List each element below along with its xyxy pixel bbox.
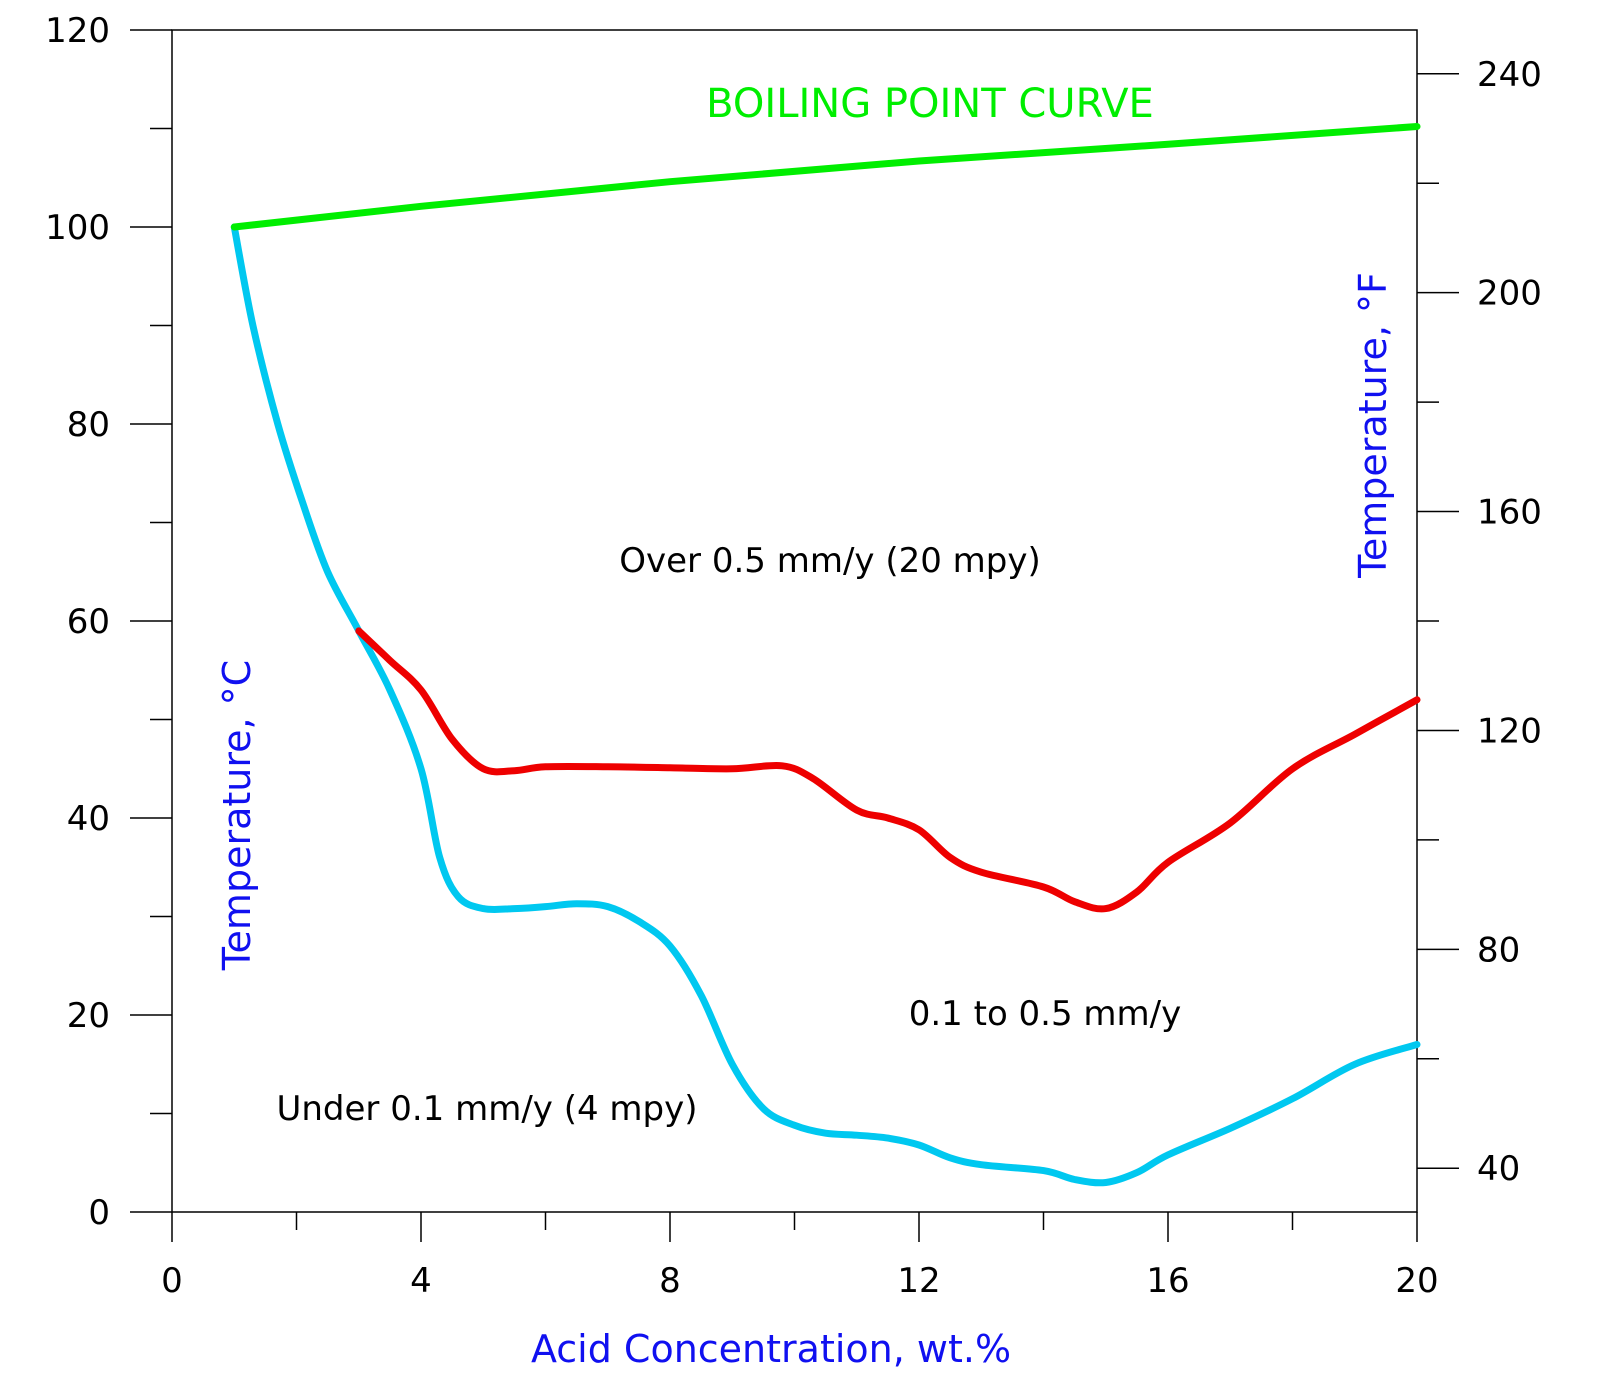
y-tick-label: 0 [88, 1193, 110, 1233]
y-axis-ticks: 0 20 40 60 80 100 120 [45, 11, 172, 1233]
region-label-over: Over 0.5 mm/y (20 mpy) [619, 541, 1041, 581]
series-line-boiling [230, 123, 1421, 231]
x-tick-label: 16 [1146, 1261, 1189, 1301]
y-axis-title: Temperature, °C [215, 660, 259, 971]
y2-tick-label: 160 [1477, 493, 1542, 533]
y-tick-label: 100 [45, 208, 110, 248]
y-tick-label: 20 [67, 996, 110, 1036]
y2-axis-ticks: 40 80 120 160 200 240 [1417, 55, 1542, 1189]
plot-frame [171, 29, 1418, 1213]
y2-tick-label: 240 [1477, 55, 1542, 95]
series-layer [230, 123, 1421, 1187]
x-tick-label: 12 [897, 1261, 940, 1301]
y-tick-label: 120 [45, 11, 110, 51]
x-tick-label: 0 [161, 1261, 183, 1301]
y2-tick-label: 80 [1477, 930, 1520, 970]
x-tick-label: 20 [1395, 1261, 1438, 1301]
series-line-iso-0-5 [355, 627, 1421, 913]
y-tick-label: 60 [67, 602, 110, 642]
y-tick-label: 40 [67, 799, 110, 839]
x-axis-title: Acid Concentration, wt.% [531, 1327, 1011, 1371]
region-label-under: Under 0.1 mm/y (4 mpy) [276, 1089, 697, 1129]
x-axis-ticks: 0 4 8 12 16 20 [161, 1212, 1439, 1301]
y2-tick-label: 200 [1477, 274, 1542, 314]
y-tick-label: 80 [67, 405, 110, 445]
y2-tick-label: 120 [1477, 711, 1542, 751]
boiling-point-label: BOILING POINT CURVE [706, 81, 1154, 127]
series-line-iso-0-1 [230, 223, 1421, 1187]
x-tick-label: 8 [659, 1261, 681, 1301]
region-label-mid: 0.1 to 0.5 mm/y [909, 994, 1182, 1034]
y2-tick-label: 40 [1477, 1149, 1520, 1189]
x-tick-label: 4 [410, 1261, 432, 1301]
y2-axis-title: Temperature, °F [1351, 272, 1395, 579]
